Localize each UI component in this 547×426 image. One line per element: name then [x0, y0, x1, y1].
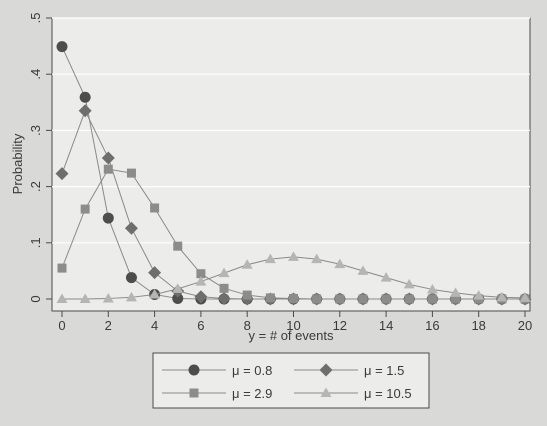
x-tick-label: 20 [518, 318, 532, 333]
data-point [150, 203, 160, 213]
legend-marker [188, 364, 200, 376]
data-point [126, 168, 136, 178]
data-point [264, 253, 276, 264]
data-point [404, 294, 414, 304]
x-tick-label: 6 [197, 318, 204, 333]
data-point [56, 41, 68, 53]
data-point [358, 294, 368, 304]
legend-label: μ = 10.5 [364, 386, 412, 401]
data-point [218, 267, 230, 278]
data-point [79, 293, 91, 303]
data-point [55, 167, 69, 181]
data-point [265, 293, 275, 303]
series-layer [55, 41, 532, 306]
data-point [56, 293, 68, 303]
x-tick-label: 8 [244, 318, 251, 333]
y-tick-label: .3 [28, 125, 43, 136]
data-point [451, 294, 461, 304]
legend-label: μ = 0.8 [232, 363, 272, 378]
legend-item: μ = 10.5 [294, 386, 412, 401]
plot-area [51, 17, 531, 312]
data-point [195, 276, 207, 286]
legend-marker [189, 388, 199, 398]
data-point [242, 290, 252, 300]
legend: μ = 0.8 μ = 1.5 μ = 2.9 μ = 10.5 [152, 352, 430, 409]
data-point [241, 259, 253, 269]
x-tick-label: 2 [105, 318, 112, 333]
data-point [102, 212, 114, 224]
series-triangle [56, 251, 531, 303]
data-point [335, 294, 345, 304]
data-point [80, 204, 90, 214]
legend-item: μ = 1.5 [294, 363, 404, 378]
y-tick-label: 0 [28, 295, 43, 302]
data-point [148, 266, 162, 280]
legend-label: μ = 2.9 [232, 386, 272, 401]
data-point [380, 272, 392, 282]
legend-item: μ = 0.8 [162, 363, 272, 378]
data-point [101, 151, 115, 165]
x-tick-label: 12 [333, 318, 347, 333]
x-tick-label: 4 [151, 318, 158, 333]
x-axis-label: y = # of events [249, 328, 334, 343]
data-point [124, 221, 138, 235]
y-tick-label: .5 [28, 13, 43, 24]
data-point [172, 292, 184, 304]
x-tick-label: 0 [58, 318, 65, 333]
data-point [403, 278, 415, 289]
data-point [57, 263, 67, 273]
data-point [519, 292, 531, 302]
data-point [289, 293, 298, 303]
legend-marker [320, 387, 332, 397]
y-axis-ticks: 0 .1 .2 .3 .4 .5 [28, 13, 52, 303]
y-tick-label: .1 [28, 237, 43, 248]
data-point [219, 283, 229, 293]
data-point [473, 290, 485, 300]
x-tick-label: 18 [471, 318, 485, 333]
y-axis-label: Probability [10, 133, 25, 194]
legend-item: μ = 2.9 [162, 386, 272, 401]
data-point [196, 269, 206, 279]
data-point [426, 283, 438, 294]
data-point [78, 104, 92, 118]
data-point [102, 292, 114, 303]
y-tick-label: .2 [28, 181, 43, 192]
data-point [288, 251, 299, 261]
legend-box [152, 352, 430, 409]
data-point [79, 91, 91, 103]
data-point [312, 294, 322, 304]
data-point [125, 291, 137, 302]
x-tick-label: 10 [286, 318, 300, 333]
data-point [334, 258, 346, 269]
data-point [173, 241, 183, 251]
data-point [427, 294, 437, 304]
data-point [217, 291, 231, 305]
x-tick-label: 16 [425, 318, 439, 333]
data-point [149, 289, 161, 299]
data-point [357, 265, 369, 275]
data-point [125, 272, 137, 284]
data-point [103, 164, 113, 174]
x-tick-label: 14 [379, 318, 393, 333]
data-point [450, 287, 462, 297]
data-point [496, 291, 508, 302]
legend-marker [319, 363, 333, 377]
data-point [172, 283, 184, 293]
data-point [381, 294, 391, 304]
x-axis-ticks: 0 2 4 6 8 10 12 14 16 18 20 [58, 311, 532, 333]
grid-lines [52, 17, 530, 244]
data-point [194, 290, 208, 304]
legend-label: μ = 1.5 [364, 363, 404, 378]
y-tick-label: .4 [28, 69, 43, 80]
data-point [311, 253, 323, 264]
